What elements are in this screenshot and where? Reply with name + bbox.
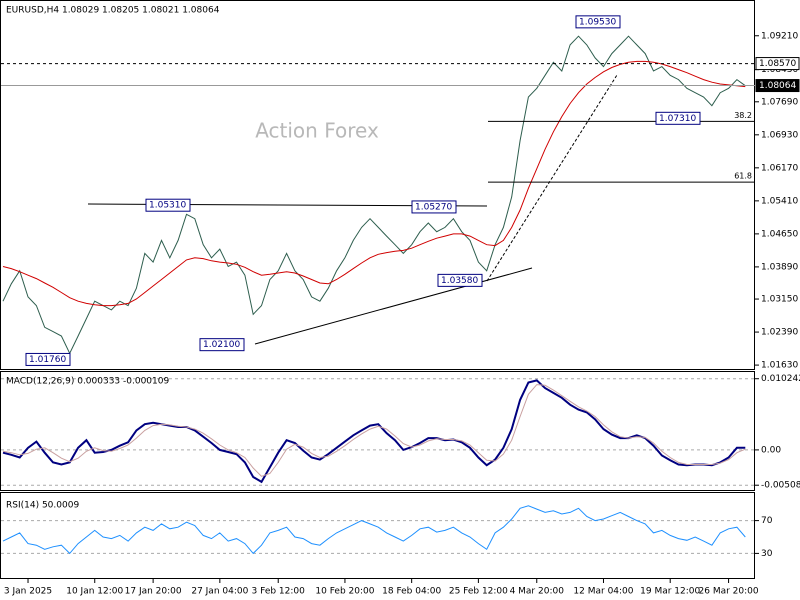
x-tick-label: 18 Feb 04:00 xyxy=(382,587,441,597)
annotation-box xyxy=(411,200,457,214)
annotation-label: 1.01760 xyxy=(29,355,66,365)
y-tick-label: 1.05410 xyxy=(761,196,798,206)
series-line xyxy=(2,35,746,355)
y-tick-label: 1.04650 xyxy=(761,229,798,239)
fib-label: 61.8 xyxy=(734,172,752,181)
annotation-box xyxy=(575,15,621,29)
watermark: Action Forex xyxy=(255,119,379,143)
annotation-box xyxy=(25,352,71,366)
price-label: 1.08064 xyxy=(759,81,796,91)
y-tick-label: 30 xyxy=(761,549,773,559)
x-tick-label: 17 Jan 20:00 xyxy=(125,587,182,597)
x-tick-label: 10 Jan 12:00 xyxy=(66,587,123,597)
x-tick-label: 10 Feb 20:00 xyxy=(315,587,374,597)
series-line xyxy=(2,379,746,484)
y-tick-label: 1.09210 xyxy=(761,31,798,41)
annotation-box xyxy=(655,111,701,125)
x-tick-label: 3 Feb 12:00 xyxy=(252,587,306,597)
panel-title: EURUSD,H4 1.08029 1.08205 1.08021 1.0806… xyxy=(6,6,220,16)
y-tick-label: 0.010242 xyxy=(761,374,800,384)
y-tick-label: -0.005081 xyxy=(761,481,800,491)
price-label-box xyxy=(755,79,800,93)
annotation-label: 1.03580 xyxy=(441,276,478,286)
y-tick-label: 1.06170 xyxy=(761,163,798,173)
trend-line xyxy=(254,267,533,345)
x-tick-label: 12 Mar 04:00 xyxy=(573,587,633,597)
x-tick-label: 26 Mar 20:00 xyxy=(699,587,759,597)
x-tick-label: 27 Jan 04:00 xyxy=(191,587,248,597)
x-tick-label: 19 Mar 12:00 xyxy=(640,587,700,597)
x-tick-label: 3 Jan 2025 xyxy=(4,587,52,597)
price-panel xyxy=(0,0,755,370)
annotation-label: 1.02100 xyxy=(203,340,240,350)
x-tick-label: 25 Feb 12:00 xyxy=(449,587,508,597)
y-tick-label: 1.03150 xyxy=(761,295,798,305)
annotation-label: 1.05270 xyxy=(415,202,452,212)
y-tick-label: 1.06930 xyxy=(761,130,798,140)
y-tick-label: 1.02390 xyxy=(761,328,798,338)
annotation-label: 1.09530 xyxy=(579,17,616,27)
rsi-panel xyxy=(0,492,755,579)
y-tick-label: 1.03890 xyxy=(761,262,798,272)
annotation-label: 1.07310 xyxy=(659,114,696,124)
price-label-box xyxy=(755,57,800,71)
macd-panel xyxy=(0,371,755,491)
annotation-box xyxy=(199,338,245,352)
price-label: 1.08570 xyxy=(759,59,796,69)
y-tick-label: 70 xyxy=(761,516,773,526)
y-tick-label: 1.01630 xyxy=(761,361,798,371)
series-line xyxy=(2,505,746,555)
y-tick-label: 1.07690 xyxy=(761,97,798,107)
panel-title: MACD(12,26,9) 0.000333 -0.000109 xyxy=(6,377,169,387)
y-tick-label: 0.00 xyxy=(761,445,781,455)
annotation-box xyxy=(145,198,191,212)
y-tick-label: 1.08430 xyxy=(761,65,798,75)
panel-title: RSI(14) 50.0009 xyxy=(6,501,79,511)
x-tick-label: 4 Mar 20:00 xyxy=(510,587,565,597)
annotation-box xyxy=(437,273,483,287)
fib-label: 38.2 xyxy=(734,111,752,120)
series-line xyxy=(2,384,746,477)
wave-line xyxy=(486,74,618,282)
annotation-label: 1.05310 xyxy=(149,201,186,211)
